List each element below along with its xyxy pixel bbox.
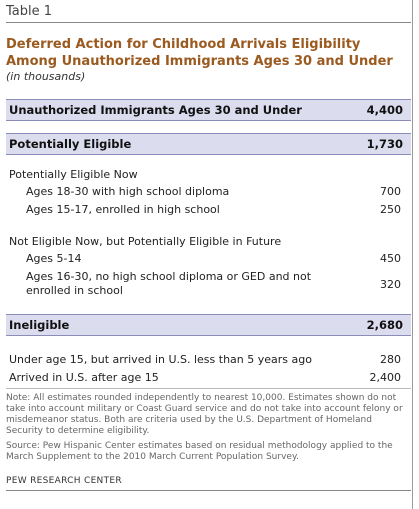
top-rule [6, 22, 411, 23]
notes-divider [6, 388, 411, 389]
table-row: Ages 16-30, no high school diploma or GE… [6, 270, 411, 300]
bottom-rule [6, 490, 411, 491]
table-label: Table 1 [6, 4, 53, 19]
row-value: 250 [380, 203, 401, 216]
table-title-line-2: Among Unauthorized Immigrants Ages 30 an… [6, 54, 393, 69]
row-value: 700 [380, 185, 401, 198]
row-label: Arrived in U.S. after age 15 [9, 371, 159, 384]
row-label: Ages 15-17, enrolled in high school [26, 203, 220, 216]
total-label: Unauthorized Immigrants Ages 30 and Unde… [9, 103, 302, 117]
row-label: Ages 5-14 [26, 252, 82, 265]
eligible-value: 1,730 [366, 137, 403, 151]
eligible-row: Potentially Eligible 1,730 [6, 133, 411, 155]
table-note: Note: All estimates rounded independentl… [6, 393, 403, 436]
total-row: Unauthorized Immigrants Ages 30 and Unde… [6, 99, 411, 121]
row-value: 2,400 [369, 371, 402, 384]
row-label: Ages 18-30 with high school diploma [26, 185, 230, 198]
eligible-label: Potentially Eligible [9, 137, 132, 151]
frame-border [412, 0, 413, 509]
footer-credit: PEW RESEARCH CENTER [6, 476, 122, 486]
total-value: 4,400 [366, 103, 403, 117]
row-value: 280 [380, 353, 401, 366]
row-value: 450 [380, 252, 401, 265]
ineligible-row: Ineligible 2,680 [6, 314, 411, 336]
table-source: Source: Pew Hispanic Center estimates ba… [6, 441, 393, 462]
eligible-now-heading: Potentially Eligible Now [9, 168, 138, 181]
table-title: Deferred Action for Childhood Arrivals E… [6, 36, 411, 70]
ineligible-value: 2,680 [366, 318, 403, 332]
row-value: 320 [380, 278, 401, 291]
row-label: Ages 16-30, no high school diploma or GE… [26, 270, 312, 297]
eligible-future-heading: Not Eligible Now, but Potentially Eligib… [9, 235, 282, 248]
row-label: Under age 15, but arrived in U.S. less t… [9, 353, 312, 366]
table-subtitle: (in thousands) [6, 70, 86, 83]
table-title-line-1: Deferred Action for Childhood Arrivals E… [6, 37, 361, 52]
ineligible-label: Ineligible [9, 318, 70, 332]
